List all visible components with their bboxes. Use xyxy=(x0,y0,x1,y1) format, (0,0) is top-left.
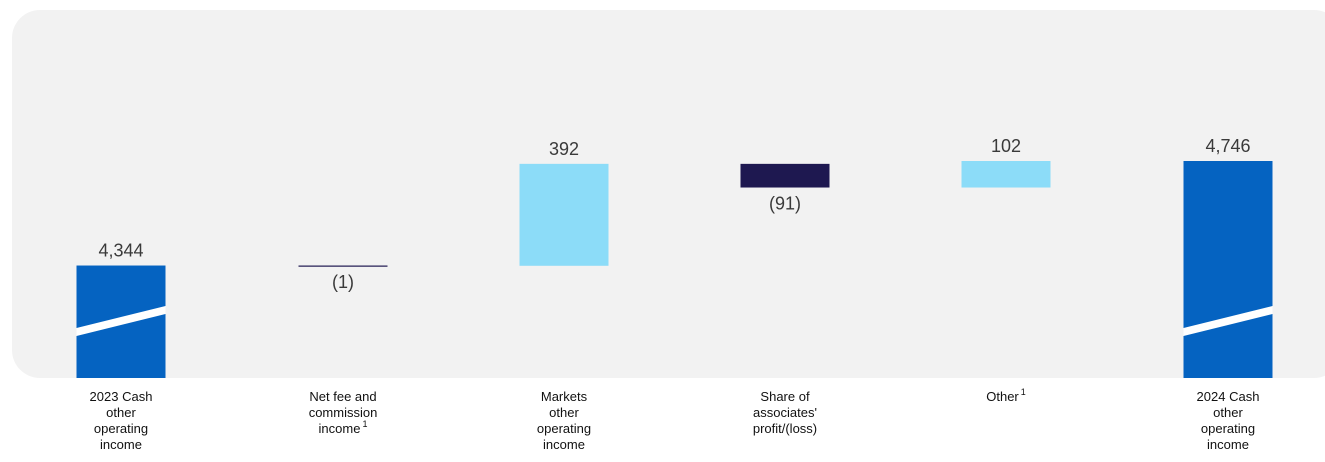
labels-group: 4,344 2023 Cash other operating income (1) Net… xyxy=(90,136,1260,452)
bar-increase-2 xyxy=(519,163,609,266)
value-label-3: (91) xyxy=(769,194,801,214)
category-label-0: 2023 Cash other operating income xyxy=(90,389,153,452)
category-label-2: Markets other operating income xyxy=(537,389,591,452)
category-label-5: 2024 Cash other operating income xyxy=(1197,389,1260,452)
value-label-2: 392 xyxy=(549,139,579,159)
bar-total-5 xyxy=(1183,161,1273,378)
axis-break-mark-0 xyxy=(76,306,166,336)
value-label-4: 102 xyxy=(991,136,1021,156)
bars-group xyxy=(76,161,1273,378)
value-label-5: 4,746 xyxy=(1205,136,1250,156)
bar-decrease-1 xyxy=(298,265,388,267)
axis-break-mark-5 xyxy=(1183,306,1273,336)
category-label-3: Share of associates' profit/(loss) xyxy=(753,389,817,436)
category-label-4: Other 1 xyxy=(986,387,1026,404)
chart-panel-background xyxy=(12,10,1325,378)
value-label-1: (1) xyxy=(332,272,354,292)
bar-increase-4 xyxy=(961,161,1051,188)
value-label-0: 4,344 xyxy=(98,241,143,261)
bar-decrease-3 xyxy=(740,163,830,188)
category-label-1: Net fee and commission income 1 xyxy=(309,389,378,436)
